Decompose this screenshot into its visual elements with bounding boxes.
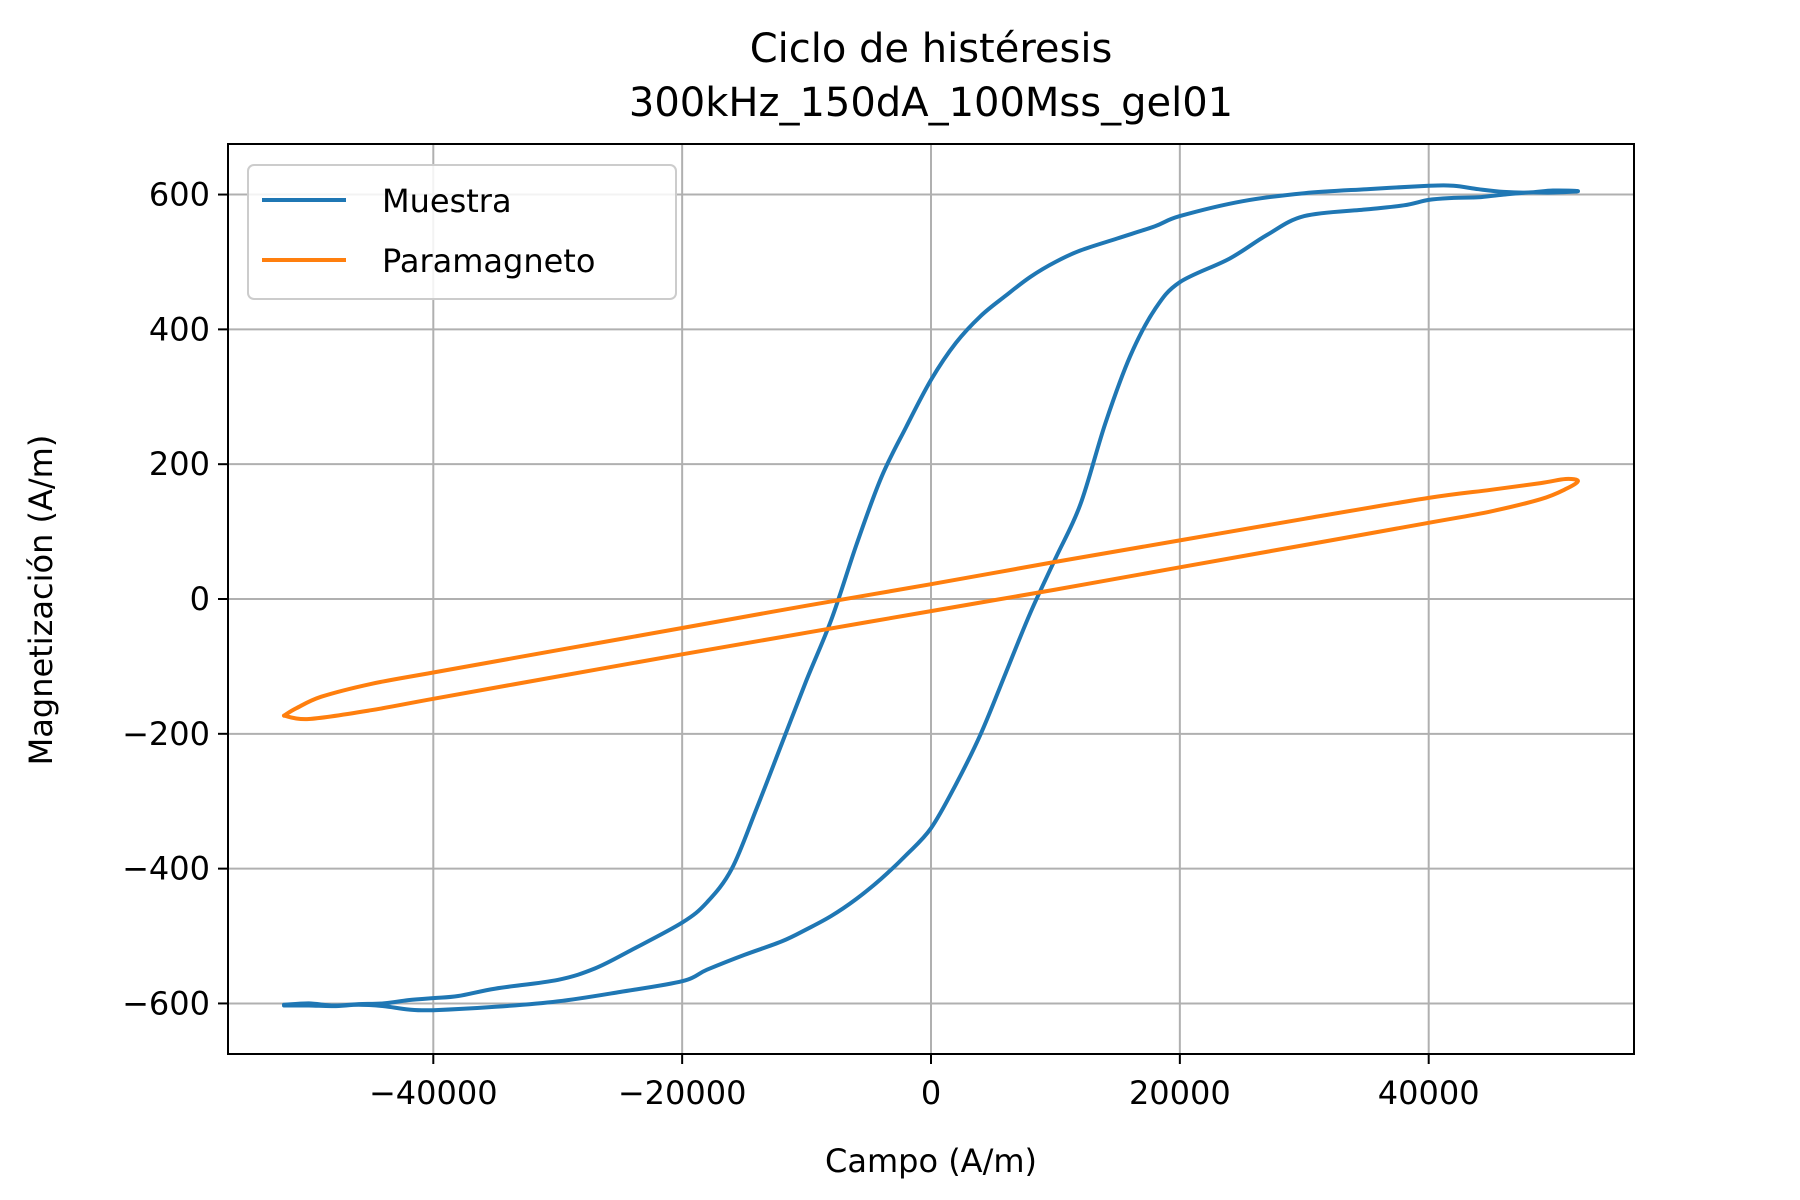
x-axis-label: Campo (A/m) <box>825 1142 1037 1180</box>
x-tick-label: −20000 <box>618 1074 747 1112</box>
y-tick-label: −600 <box>122 984 210 1022</box>
chart-subtitle: 300kHz_150dA_100Mss_gel01 <box>629 80 1233 126</box>
series-line-muestra <box>282 183 1580 1013</box>
y-tick-label: 0 <box>190 580 210 618</box>
y-tick-label: −400 <box>122 850 210 888</box>
chart-title: Ciclo de histéresis <box>750 26 1113 72</box>
y-axis-ticks: −600 −400 −200 0 200 400 600 <box>122 176 228 1022</box>
y-tick-label: 600 <box>149 176 210 214</box>
series-line-paramagneto <box>282 476 1580 722</box>
legend: Muestra Paramagneto <box>247 164 677 300</box>
legend-label-muestra: Muestra <box>382 182 512 220</box>
x-tick-label: 20000 <box>1129 1074 1231 1112</box>
x-tick-label: −40000 <box>369 1074 498 1112</box>
x-tick-label: 40000 <box>1378 1074 1480 1112</box>
legend-box <box>247 164 677 300</box>
y-tick-label: 200 <box>149 445 210 483</box>
x-tick-label: 0 <box>921 1074 941 1112</box>
y-axis-label: Magnetización (A/m) <box>22 435 60 766</box>
y-tick-label: 400 <box>149 310 210 348</box>
plot-series <box>282 183 1580 1013</box>
y-tick-label: −200 <box>122 715 210 753</box>
legend-label-paramagneto: Paramagneto <box>382 242 595 280</box>
grid <box>228 144 1634 1054</box>
x-axis-ticks: −40000 −20000 0 20000 40000 <box>369 1054 1480 1112</box>
